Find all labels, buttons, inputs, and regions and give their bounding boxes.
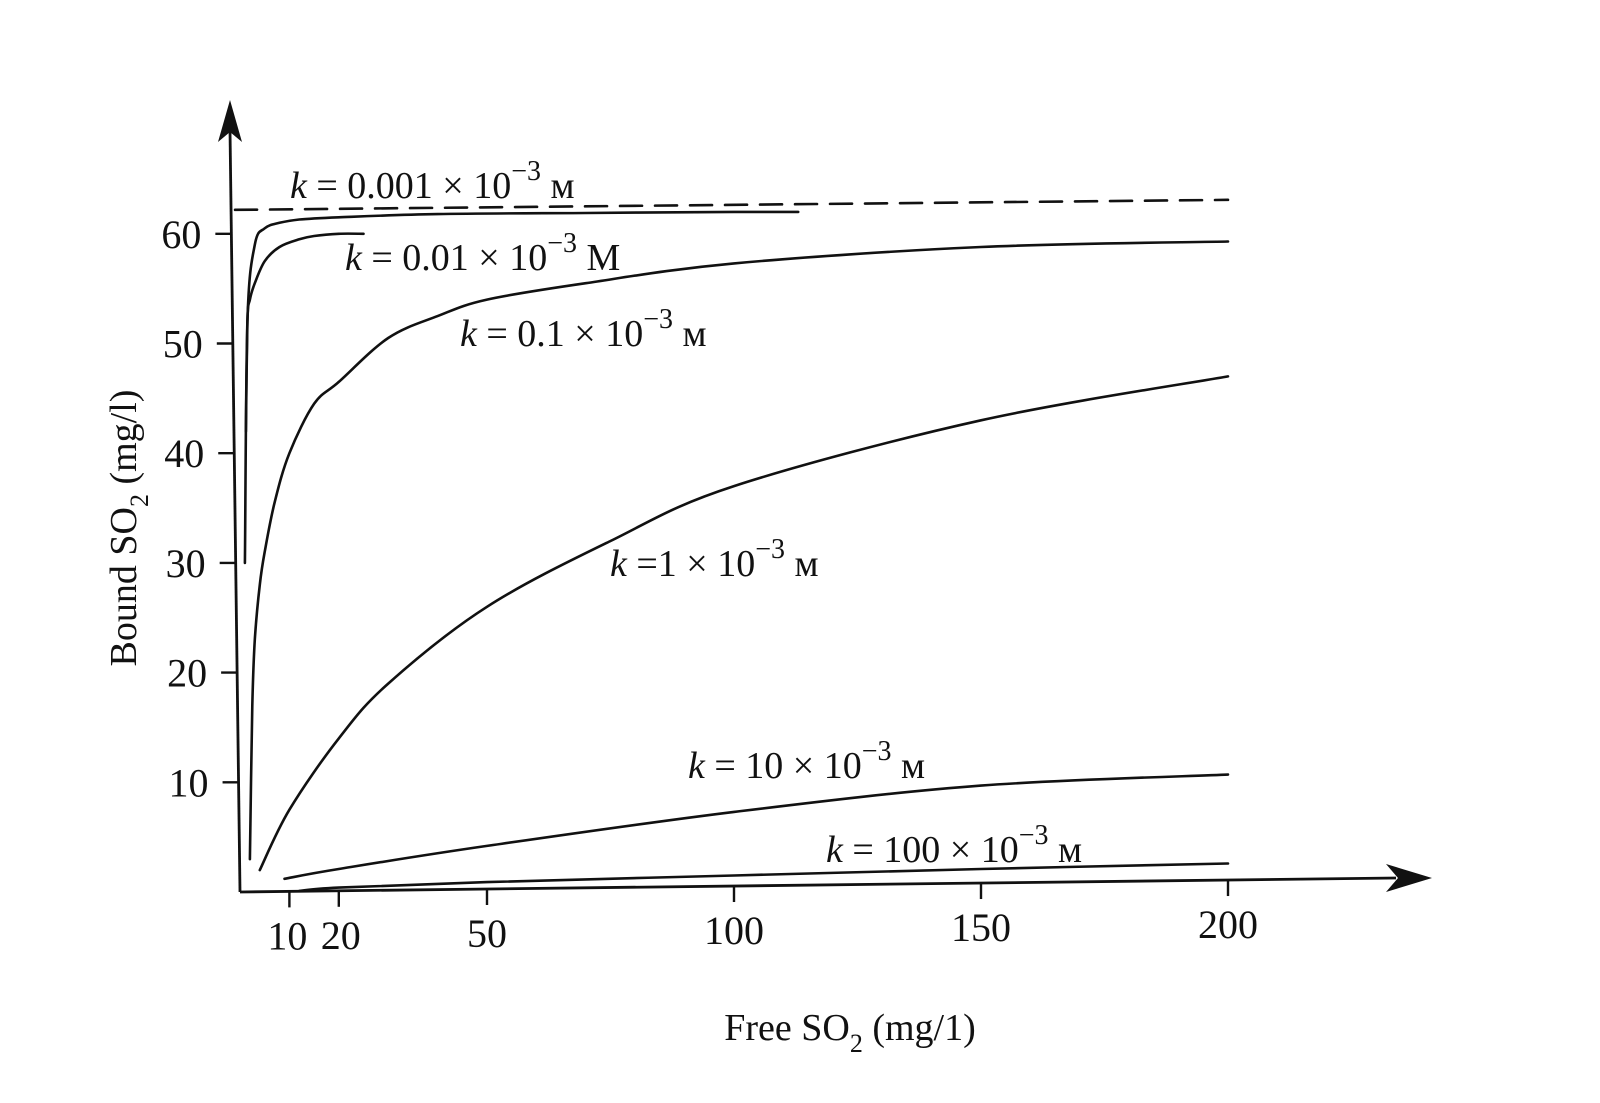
- y-tick-label-30: 30: [166, 541, 206, 586]
- x-tick-label-50: 50: [467, 911, 507, 956]
- series-label-exp: −3: [643, 304, 673, 335]
- axes: [218, 100, 1432, 894]
- ticks: 10 20 50 100 150 200 10 20 30 40 50 60: [161, 212, 1258, 959]
- series-label-unit: м: [785, 543, 819, 585]
- series-label-eq: = 0.001 × 10: [307, 165, 511, 207]
- y-axis-title-main: Bound SO: [103, 507, 145, 666]
- x-tick-label-150: 150: [951, 905, 1011, 950]
- y-tick-label-20: 20: [167, 651, 207, 696]
- x-tick-label-10: 10: [267, 913, 307, 958]
- y-tick-label-60: 60: [161, 212, 201, 257]
- y-tick-label-50: 50: [163, 322, 203, 367]
- series-label-exp: −3: [1019, 820, 1049, 851]
- y-tick-label-40: 40: [164, 431, 204, 476]
- series-curve-6: [298, 862, 1230, 893]
- series-label-eq: = 10 × 10: [705, 745, 862, 787]
- series-label-exp: −3: [755, 534, 785, 565]
- series-label-k: k: [460, 313, 478, 355]
- series-label-eq: =1 × 10: [627, 543, 755, 585]
- y-axis-title-tail: (mg/l): [103, 390, 145, 494]
- asymptote-line: [233, 198, 1230, 212]
- x-axis-title: Free SO2 (mg/1): [724, 1007, 976, 1058]
- series-label-2: k = 0.01 × 10−3 M: [345, 228, 620, 279]
- series-label-exp: −3: [547, 228, 577, 259]
- series-label-k: k: [345, 237, 363, 279]
- y-axis-arrow: [218, 100, 242, 142]
- series-label-eq: = 0.01 × 10: [362, 237, 547, 279]
- series-label-1: k = 0.001 × 10−3 м: [290, 156, 575, 207]
- series-curves: [233, 198, 1230, 893]
- x-axis-title-sub: 2: [850, 1029, 863, 1058]
- series-label-exp: −3: [862, 736, 892, 767]
- x-axis: [239, 876, 1397, 894]
- series-label-5: k = 10 × 10−3 м: [688, 736, 925, 787]
- x-axis-arrow: [1386, 864, 1432, 892]
- series-label-eq: = 0.1 × 10: [477, 313, 643, 355]
- x-axis-title-tail: (mg/1): [863, 1007, 976, 1049]
- series-label-unit: M: [577, 237, 620, 279]
- y-axis: [228, 129, 242, 893]
- series-label-unit: м: [673, 313, 707, 355]
- series-label-4: k =1 × 10−3 м: [610, 534, 819, 585]
- series-label-k: k: [290, 165, 308, 207]
- x-tick-label-20: 20: [321, 913, 361, 958]
- series-label-6: k = 100 × 10−3 м: [826, 820, 1082, 871]
- series-label-unit: м: [892, 745, 926, 787]
- y-axis-title-sub: 2: [125, 494, 154, 507]
- series-label-eq: = 100 × 10: [843, 829, 1019, 871]
- series-label-unit: м: [1049, 829, 1083, 871]
- y-axis-title: Bound SO2 (mg/l): [103, 390, 154, 667]
- series-label-k: k: [610, 543, 628, 585]
- series-label-unit: м: [541, 165, 575, 207]
- x-tick-label-100: 100: [704, 908, 764, 953]
- series-labels: k = 0.001 × 10−3 мk = 0.01 × 10−3 Mk = 0…: [290, 156, 1082, 871]
- y-tick-label-10: 10: [169, 760, 209, 805]
- series-label-k: k: [826, 829, 844, 871]
- series-label-exp: −3: [511, 156, 541, 187]
- series-curve-5: [283, 773, 1230, 881]
- series-curve-2: [244, 232, 365, 433]
- x-axis-title-main: Free SO: [724, 1007, 850, 1049]
- series-curve-4: [258, 375, 1230, 872]
- series-curve-3: [248, 240, 1230, 861]
- series-label-k: k: [688, 745, 706, 787]
- x-tick-label-200: 200: [1198, 902, 1258, 947]
- series-label-3: k = 0.1 × 10−3 м: [460, 304, 707, 355]
